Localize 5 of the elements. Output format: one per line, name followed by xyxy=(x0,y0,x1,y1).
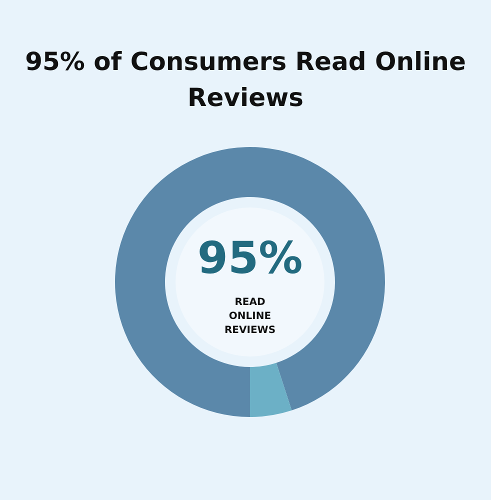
text: READ ONLINE REVIEWS xyxy=(224,297,276,336)
donut-slice xyxy=(115,147,385,417)
donut-slice xyxy=(250,362,292,417)
chart-title: 95% of Consumers Read Online Reviews xyxy=(25,47,466,112)
text: 95% xyxy=(197,233,303,284)
